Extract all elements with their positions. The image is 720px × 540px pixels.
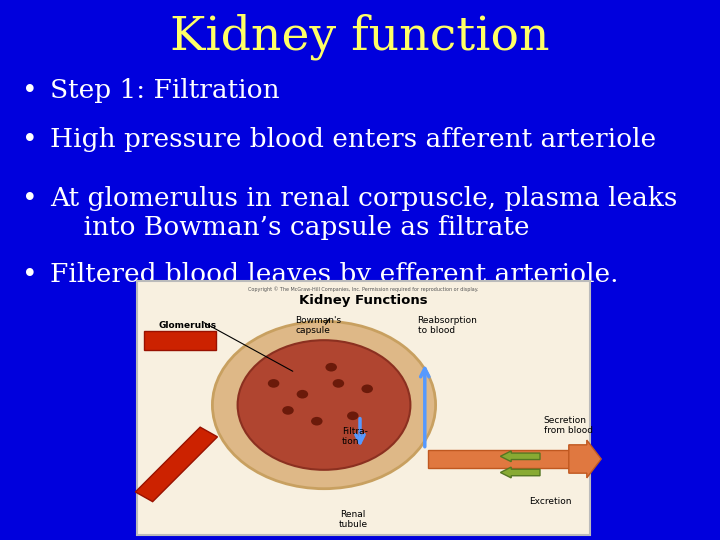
Circle shape <box>311 417 323 426</box>
Text: •: • <box>22 186 37 211</box>
Circle shape <box>297 390 308 399</box>
Text: Copyright © The McGraw-Hill Companies, Inc. Permission required for reproduction: Copyright © The McGraw-Hill Companies, I… <box>248 286 479 292</box>
Text: High pressure blood enters afferent arteriole: High pressure blood enters afferent arte… <box>50 127 657 152</box>
Bar <box>428 449 583 468</box>
FancyArrow shape <box>135 427 217 502</box>
Text: Excretion: Excretion <box>529 497 572 506</box>
Text: •: • <box>22 127 37 152</box>
Circle shape <box>347 411 359 420</box>
Text: Renal
tubule: Renal tubule <box>338 510 367 529</box>
FancyArrow shape <box>144 330 216 350</box>
Circle shape <box>268 379 279 388</box>
Text: Kidney function: Kidney function <box>170 14 550 60</box>
Text: •: • <box>22 78 37 103</box>
Circle shape <box>238 340 410 470</box>
Text: Step 1: Filtration: Step 1: Filtration <box>50 78 280 103</box>
Text: •: • <box>22 262 37 287</box>
Text: Filtered blood leaves by efferent arteriole.: Filtered blood leaves by efferent arteri… <box>50 262 619 287</box>
Circle shape <box>333 379 344 388</box>
Text: Secretion
from blood: Secretion from blood <box>544 416 593 435</box>
Text: Kidney Functions: Kidney Functions <box>300 294 428 307</box>
Text: Glomerulus: Glomerulus <box>158 321 217 330</box>
FancyArrow shape <box>569 440 601 478</box>
Text: Bowman's
capsule: Bowman's capsule <box>295 316 341 335</box>
Circle shape <box>282 406 294 415</box>
Circle shape <box>325 363 337 372</box>
FancyArrow shape <box>500 451 540 462</box>
Text: Reabsorption
to blood: Reabsorption to blood <box>418 316 477 335</box>
FancyArrow shape <box>500 467 540 478</box>
Text: Filtra-
tion: Filtra- tion <box>342 427 368 446</box>
Text: At glomerulus in renal corpuscle, plasma leaks
    into Bowman’s capsule as filt: At glomerulus in renal corpuscle, plasma… <box>50 186 678 240</box>
Circle shape <box>212 321 436 489</box>
Bar <box>137 281 590 535</box>
Circle shape <box>361 384 373 393</box>
